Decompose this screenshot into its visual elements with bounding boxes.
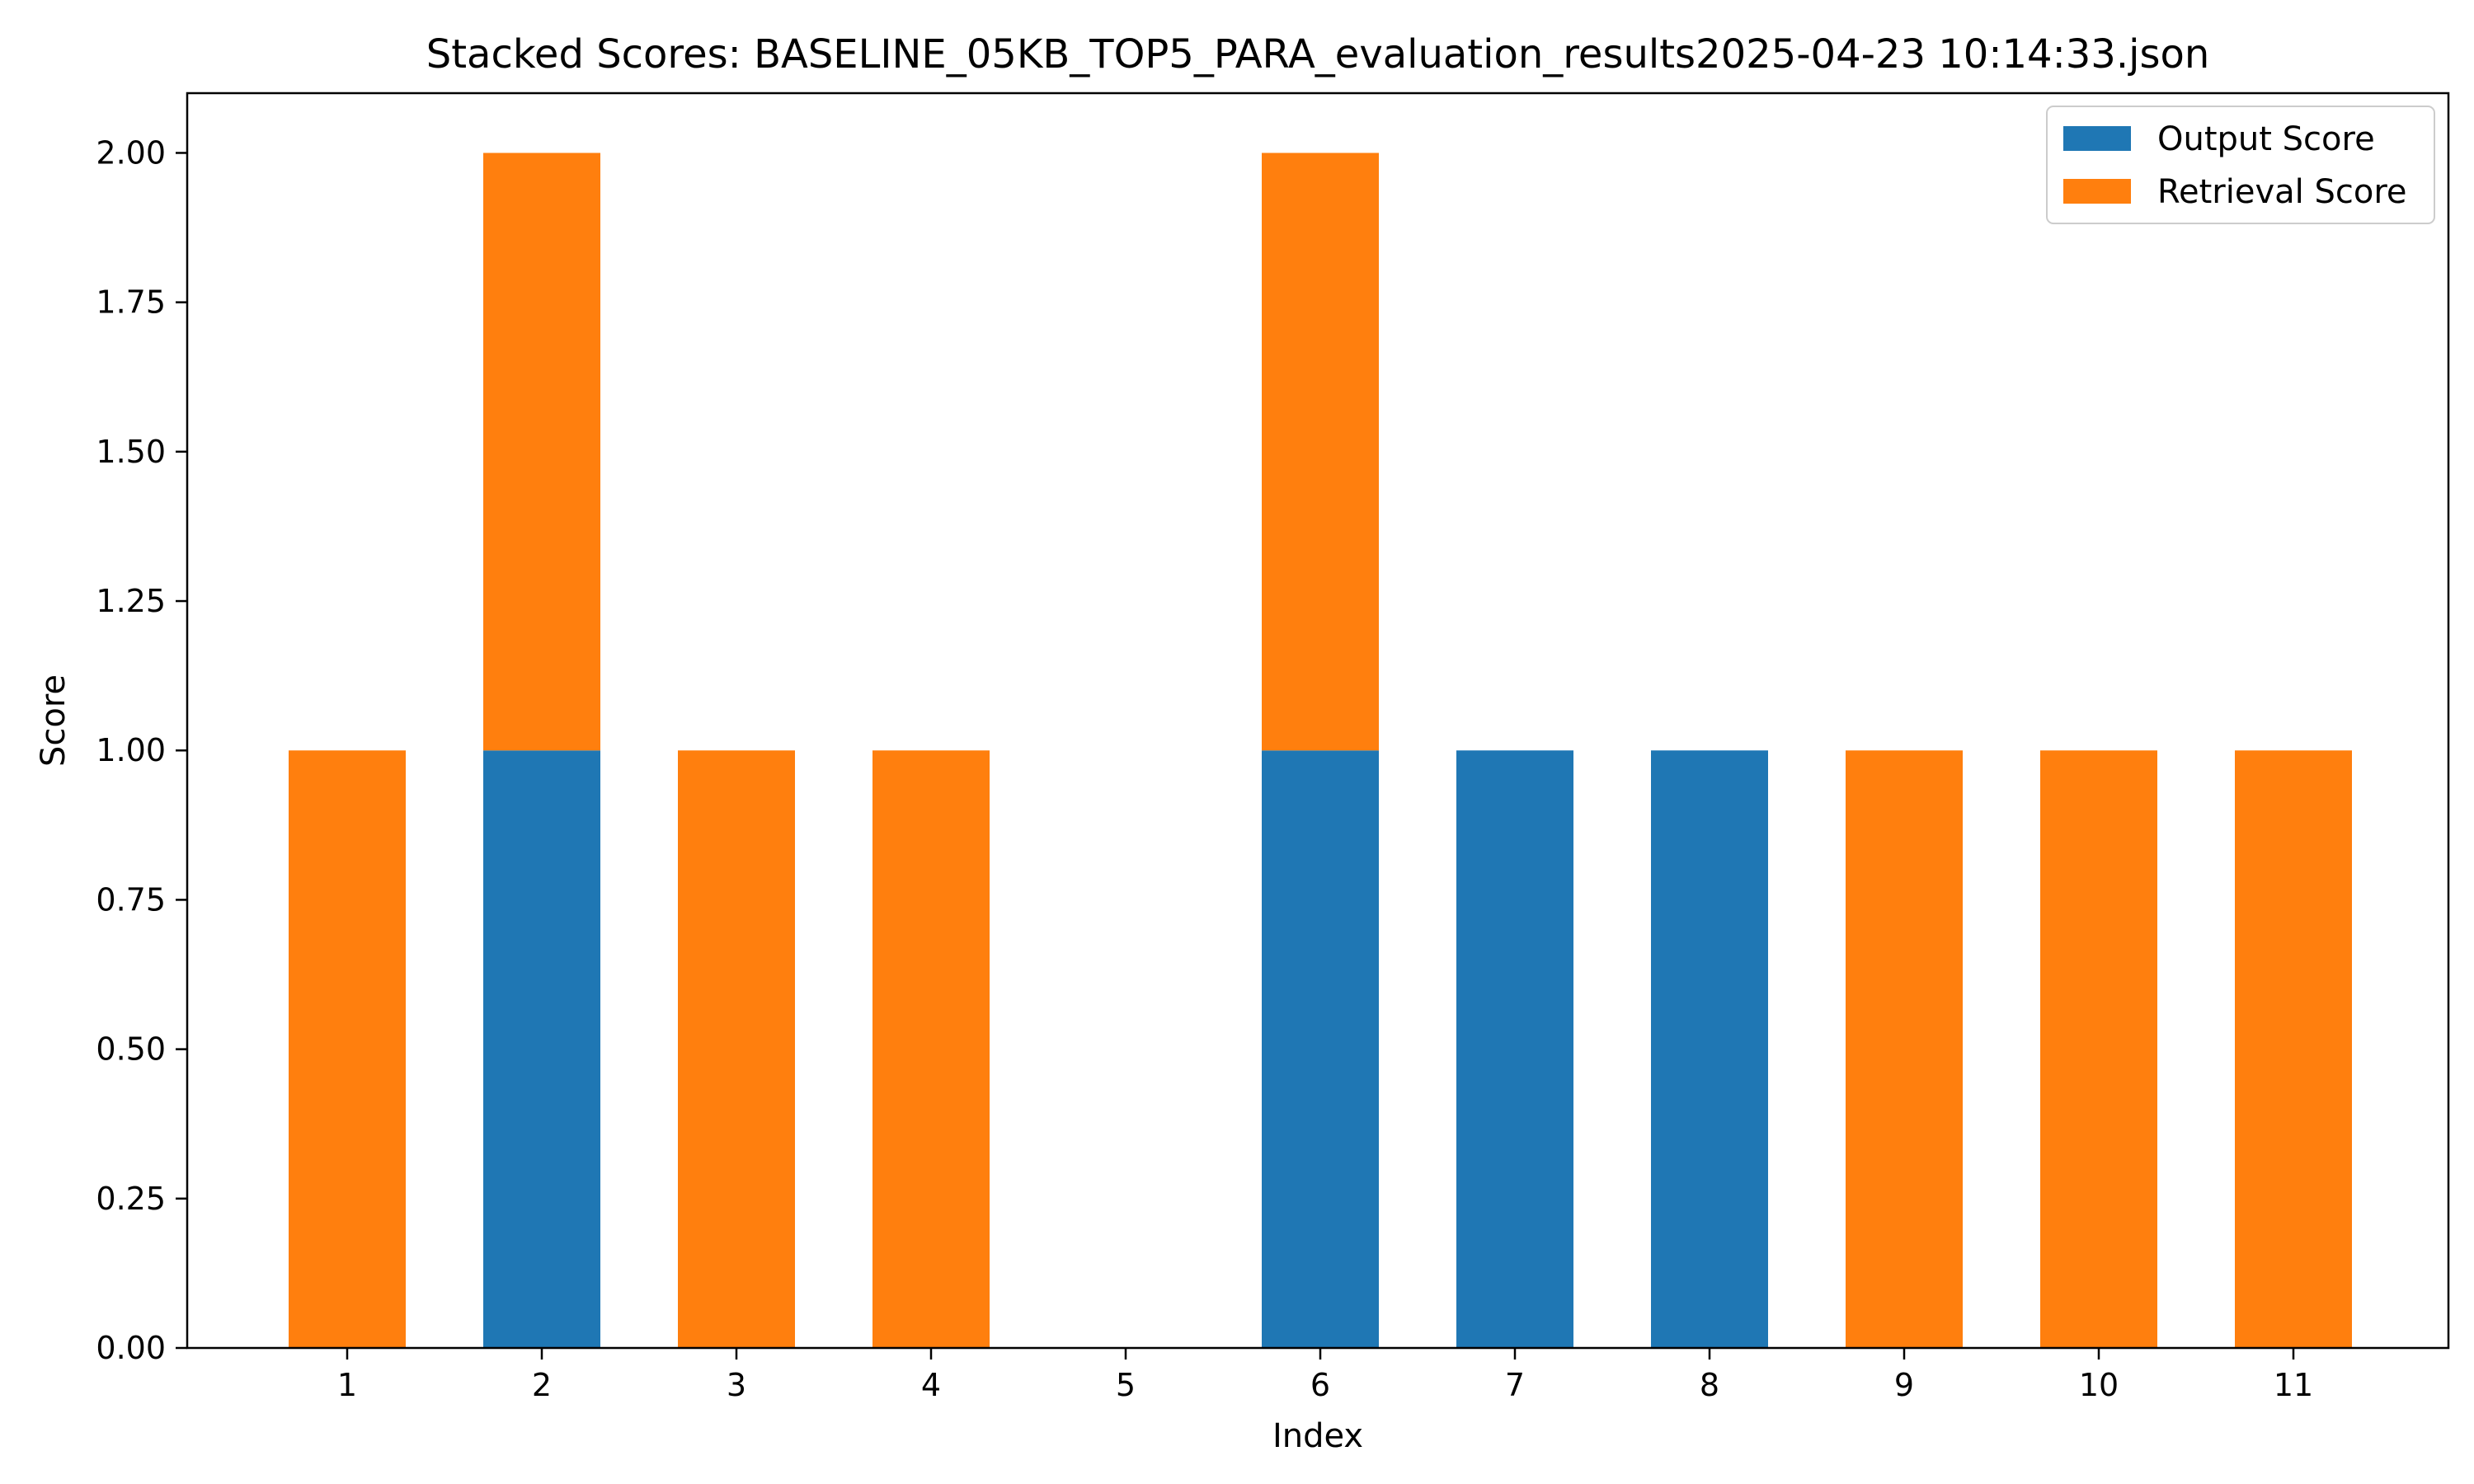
axes	[186, 92, 2450, 1350]
legend: Output Score Retrieval Score	[2046, 106, 2435, 224]
x-tick-label: 10	[2079, 1367, 2119, 1403]
bar-output-score-6	[1262, 750, 1379, 1348]
legend-box	[2046, 106, 2435, 224]
bar-retrieval-score-3	[678, 750, 795, 1348]
x-tick-label: 7	[1505, 1367, 1525, 1403]
y-tick-label: 0.00	[96, 1330, 166, 1366]
bar-retrieval-score-2	[483, 153, 600, 751]
x-tick-label: 1	[337, 1367, 357, 1403]
bar-output-score-2	[483, 750, 600, 1348]
legend-swatch-retrieval-score	[2063, 179, 2131, 204]
y-tick-label: 1.00	[96, 732, 166, 768]
x-tick-label: 9	[1894, 1367, 1914, 1403]
x-tick-label: 8	[1700, 1367, 1719, 1403]
legend-label-retrieval-score: Retrieval Score	[2157, 173, 2407, 211]
y-tick-label: 0.25	[96, 1181, 166, 1217]
chart-title: Stacked Scores: BASELINE_05KB_TOP5_PARA_…	[426, 31, 2209, 77]
x-tick-label: 2	[532, 1367, 552, 1403]
bar-retrieval-score-10	[2040, 750, 2157, 1348]
x-axis-label: Index	[1272, 1417, 1363, 1455]
y-tick-label: 1.25	[96, 583, 166, 619]
y-tick-label: 1.75	[96, 284, 166, 321]
x-axis-ticks: 1 2 3 4 5 6 7 8 9 10 11	[337, 1348, 2313, 1403]
bar-output-score-7	[1456, 750, 1573, 1348]
x-tick-label: 5	[1116, 1367, 1136, 1403]
bar-output-score-8	[1651, 750, 1768, 1348]
x-tick-label: 11	[2274, 1367, 2313, 1403]
y-tick-label: 0.50	[96, 1031, 166, 1068]
legend-label-output-score: Output Score	[2157, 120, 2375, 158]
y-axis-ticks: 0.00 0.25 0.50 0.75 1.00 1.25 1.50 1.75 2.00	[96, 134, 187, 1366]
y-axis-label: Score	[35, 674, 73, 767]
bar-retrieval-score-4	[872, 750, 990, 1348]
y-tick-label: 2.00	[96, 134, 166, 171]
bar-retrieval-score-11	[2235, 750, 2352, 1348]
bars-layer	[289, 153, 2352, 1348]
y-tick-label: 0.75	[96, 881, 166, 918]
plot-frame	[186, 92, 2450, 1350]
x-tick-label: 4	[921, 1367, 941, 1403]
y-tick-label: 1.50	[96, 434, 166, 470]
legend-swatch-output-score	[2063, 126, 2131, 151]
bar-retrieval-score-1	[289, 750, 406, 1348]
x-tick-label: 6	[1310, 1367, 1330, 1403]
bar-retrieval-score-6	[1262, 153, 1379, 751]
bar-retrieval-score-9	[1846, 750, 1963, 1348]
x-tick-label: 3	[727, 1367, 746, 1403]
